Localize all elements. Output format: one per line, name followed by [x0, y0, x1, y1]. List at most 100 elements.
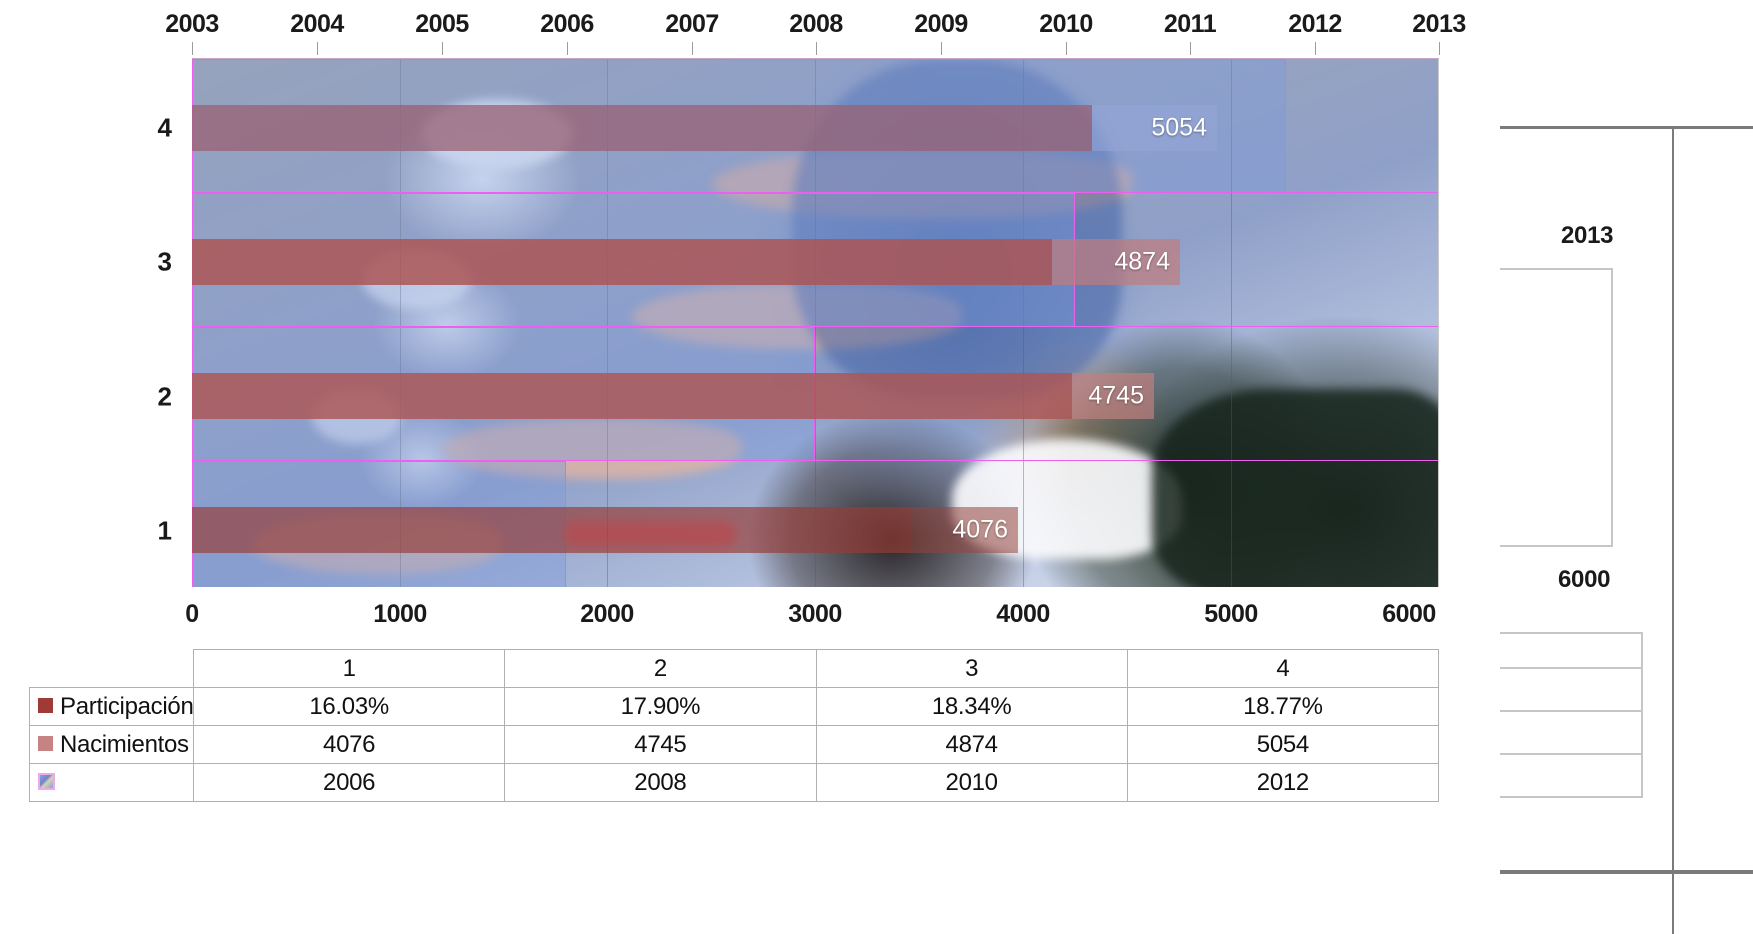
partial-table-line — [1500, 753, 1643, 755]
top-year-axis: 2003 2004 2005 2006 2007 2008 2009 2010 … — [0, 0, 1466, 56]
table-cell: 17.90% — [504, 687, 817, 726]
bar-value-label: 4874 — [1114, 247, 1170, 276]
partial-chart-label: 6000 — [1558, 566, 1611, 593]
gridline — [815, 59, 816, 587]
top-axis-tick-mark — [1190, 42, 1191, 55]
top-axis-tick-label: 2010 — [1039, 10, 1093, 38]
table-header-cell: 2 — [504, 649, 817, 688]
table-cell: 5054 — [1126, 725, 1440, 764]
partial-table-line — [1500, 796, 1643, 798]
top-axis-tick-mark — [941, 42, 942, 55]
bar-participacion[interactable] — [192, 507, 912, 553]
table-header-row: 1 2 3 4 — [30, 649, 1440, 688]
table-cell: 4745 — [504, 725, 817, 764]
bar-nacimientos[interactable]: 4874 — [192, 239, 1180, 285]
top-axis-tick-mark — [567, 42, 568, 55]
partial-table-line — [1500, 632, 1643, 634]
bar-value-label: 4076 — [952, 515, 1008, 544]
value-axis-tick-label: 6000 — [1382, 600, 1436, 628]
partial-chart-label: 2013 — [1561, 222, 1614, 249]
category-band: 4874 — [192, 193, 1438, 327]
category-band: 4076 — [192, 461, 1438, 587]
table-header-cell: 4 — [1126, 649, 1440, 688]
value-axis-tick-label: 4000 — [996, 600, 1050, 628]
bar-nacimientos[interactable]: 5054 — [192, 105, 1217, 151]
table-row: Participación 16.03% 17.90% 18.34% 18.77… — [29, 687, 1440, 726]
top-axis-tick-mark — [317, 42, 318, 55]
top-axis-tick-mark — [816, 42, 817, 55]
category-axis-tick-label: 3 — [157, 246, 172, 277]
table-cell: 18.77% — [1126, 687, 1440, 726]
top-axis-tick-label: 2005 — [415, 10, 469, 38]
partial-chart-border-bottom — [1500, 870, 1753, 874]
top-axis-tick-mark — [1315, 42, 1316, 55]
gridline — [607, 59, 608, 587]
top-axis-tick-label: 2009 — [914, 10, 968, 38]
category-axis-tick-label: 4 — [157, 112, 172, 143]
bar-participacion[interactable] — [192, 105, 1092, 151]
table-cell: 2012 — [1126, 763, 1440, 802]
value-axis-tick-label: 5000 — [1204, 600, 1258, 628]
bar-nacimientos[interactable]: 4745 — [192, 373, 1154, 419]
legend-label: Nacimientos — [60, 730, 189, 758]
bar-value-label: 5054 — [1151, 113, 1207, 142]
gridline — [1438, 59, 1439, 587]
legend-entry-nacimientos[interactable]: Nacimientos — [29, 725, 194, 764]
partial-table-line — [1500, 667, 1643, 669]
value-axis-tick-label: 3000 — [788, 600, 842, 628]
partial-chart-border-top — [1500, 126, 1753, 129]
bar-nacimientos[interactable]: 4076 — [192, 507, 1018, 553]
partial-table-line — [1500, 710, 1643, 712]
plot-area: 5054 4874 4745 4076 — [192, 58, 1439, 587]
top-axis-tick-mark — [192, 42, 193, 55]
top-axis-tick-label: 2004 — [290, 10, 344, 38]
table-cell: 2008 — [504, 763, 817, 802]
top-axis-tick-mark — [1066, 42, 1067, 55]
category-band: 5054 — [192, 59, 1438, 193]
legend-entry-picture-series[interactable] — [29, 763, 194, 802]
value-axis-tick-label: 1000 — [373, 600, 427, 628]
top-axis-tick-label: 2012 — [1288, 10, 1342, 38]
category-axis: 4 3 2 1 — [120, 58, 182, 587]
table-cell: 4076 — [192, 725, 506, 764]
top-axis-tick-label: 2013 — [1412, 10, 1466, 38]
legend-label: Participación — [60, 692, 194, 720]
gridline — [400, 59, 401, 587]
category-axis-tick-label: 2 — [157, 381, 172, 412]
table-cell: 2010 — [815, 763, 1128, 802]
legend-entry-participacion[interactable]: Participación — [29, 687, 194, 726]
table-row: 2006 2008 2010 2012 — [29, 763, 1440, 802]
data-table: 1 2 3 4 Participación 16.03% 17.90% 18.3… — [29, 649, 1440, 802]
top-axis-tick-mark — [692, 42, 693, 55]
bar-participacion[interactable] — [192, 373, 1072, 419]
category-band: 4745 — [192, 327, 1438, 461]
value-axis-tick-label: 0 — [185, 600, 199, 628]
table-header-cell: 1 — [192, 649, 506, 688]
partial-chart-axis — [1611, 268, 1613, 546]
top-axis-tick-mark — [442, 42, 443, 55]
picture-fill-swatch-icon — [38, 772, 55, 790]
partial-chart-tick — [1500, 268, 1613, 270]
partial-chart-border-right — [1672, 126, 1674, 934]
table-corner-cell — [30, 650, 194, 688]
table-row: Nacimientos 4076 4745 4874 5054 — [29, 725, 1440, 764]
partial-table-line — [1641, 632, 1643, 798]
table-cell: 2006 — [192, 763, 506, 802]
table-cell: 4874 — [815, 725, 1128, 764]
gridline — [1231, 59, 1232, 587]
bar-participacion[interactable] — [192, 239, 1052, 285]
gridline — [1023, 59, 1024, 587]
value-axis-tick-label: 2000 — [580, 600, 634, 628]
adjacent-partial-chart: 2013 6000 — [1450, 0, 1753, 934]
table-cell: 18.34% — [815, 687, 1128, 726]
top-axis-tick-mark — [1439, 42, 1440, 55]
top-axis-tick-label: 2011 — [1163, 10, 1217, 38]
table-cell: 16.03% — [192, 687, 506, 726]
partial-chart-tick — [1500, 545, 1613, 547]
top-axis-tick-label: 2008 — [789, 10, 843, 38]
table-header-cell: 3 — [815, 649, 1128, 688]
top-axis-tick-label: 2003 — [165, 10, 219, 38]
photo-baby-shape — [442, 419, 742, 479]
bar-value-label: 4745 — [1088, 381, 1144, 410]
